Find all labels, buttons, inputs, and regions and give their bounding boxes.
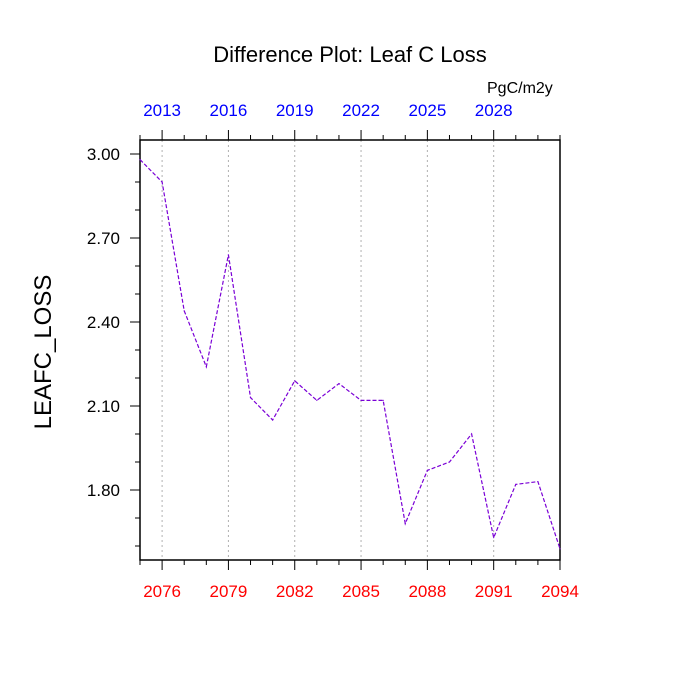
data-point [515,483,517,485]
units-label: PgC/m2y [487,80,553,97]
top-tick-label: 2022 [342,101,380,120]
data-point [559,548,561,550]
y-tick-label: 1.80 [87,481,120,500]
y-tick-label: 3.00 [87,145,120,164]
data-point [272,419,274,421]
data-point [316,399,318,401]
chart-title: Difference Plot: Leaf C Loss [213,42,487,67]
plot-frame [139,139,561,561]
top-tick-label: 2028 [475,101,513,120]
data-point [382,399,384,401]
x-tick-label: 2085 [342,582,380,601]
y-tick-label: 2.10 [87,397,120,416]
x-tick-label: 2082 [276,582,314,601]
x-tick-label: 2079 [210,582,248,601]
data-point [404,523,406,525]
data-point [448,461,451,463]
data-point [493,537,495,539]
top-tick-label: 2025 [408,101,446,120]
x-tick-label: 2076 [143,582,181,601]
data-point [183,310,185,312]
y-tick-label: 2.70 [87,229,120,248]
x-tick-label: 2091 [475,582,513,601]
data-point [338,383,340,385]
data-point [249,397,252,399]
top-tick-label: 2016 [210,101,248,120]
data-point [227,254,230,256]
data-point [139,159,141,161]
top-tick-label: 2013 [143,101,181,120]
x-tick-label: 2088 [408,582,446,601]
top-tick-label: 2019 [276,101,314,120]
data-point [360,399,362,401]
data-point [205,366,207,368]
data-point [426,469,428,471]
data-point [537,481,539,483]
data-point [470,433,473,435]
series-line [139,159,561,549]
x-tick-label: 2094 [541,582,579,601]
y-tick-label: 2.40 [87,313,120,332]
data-point [294,380,296,382]
data-point [161,181,163,183]
